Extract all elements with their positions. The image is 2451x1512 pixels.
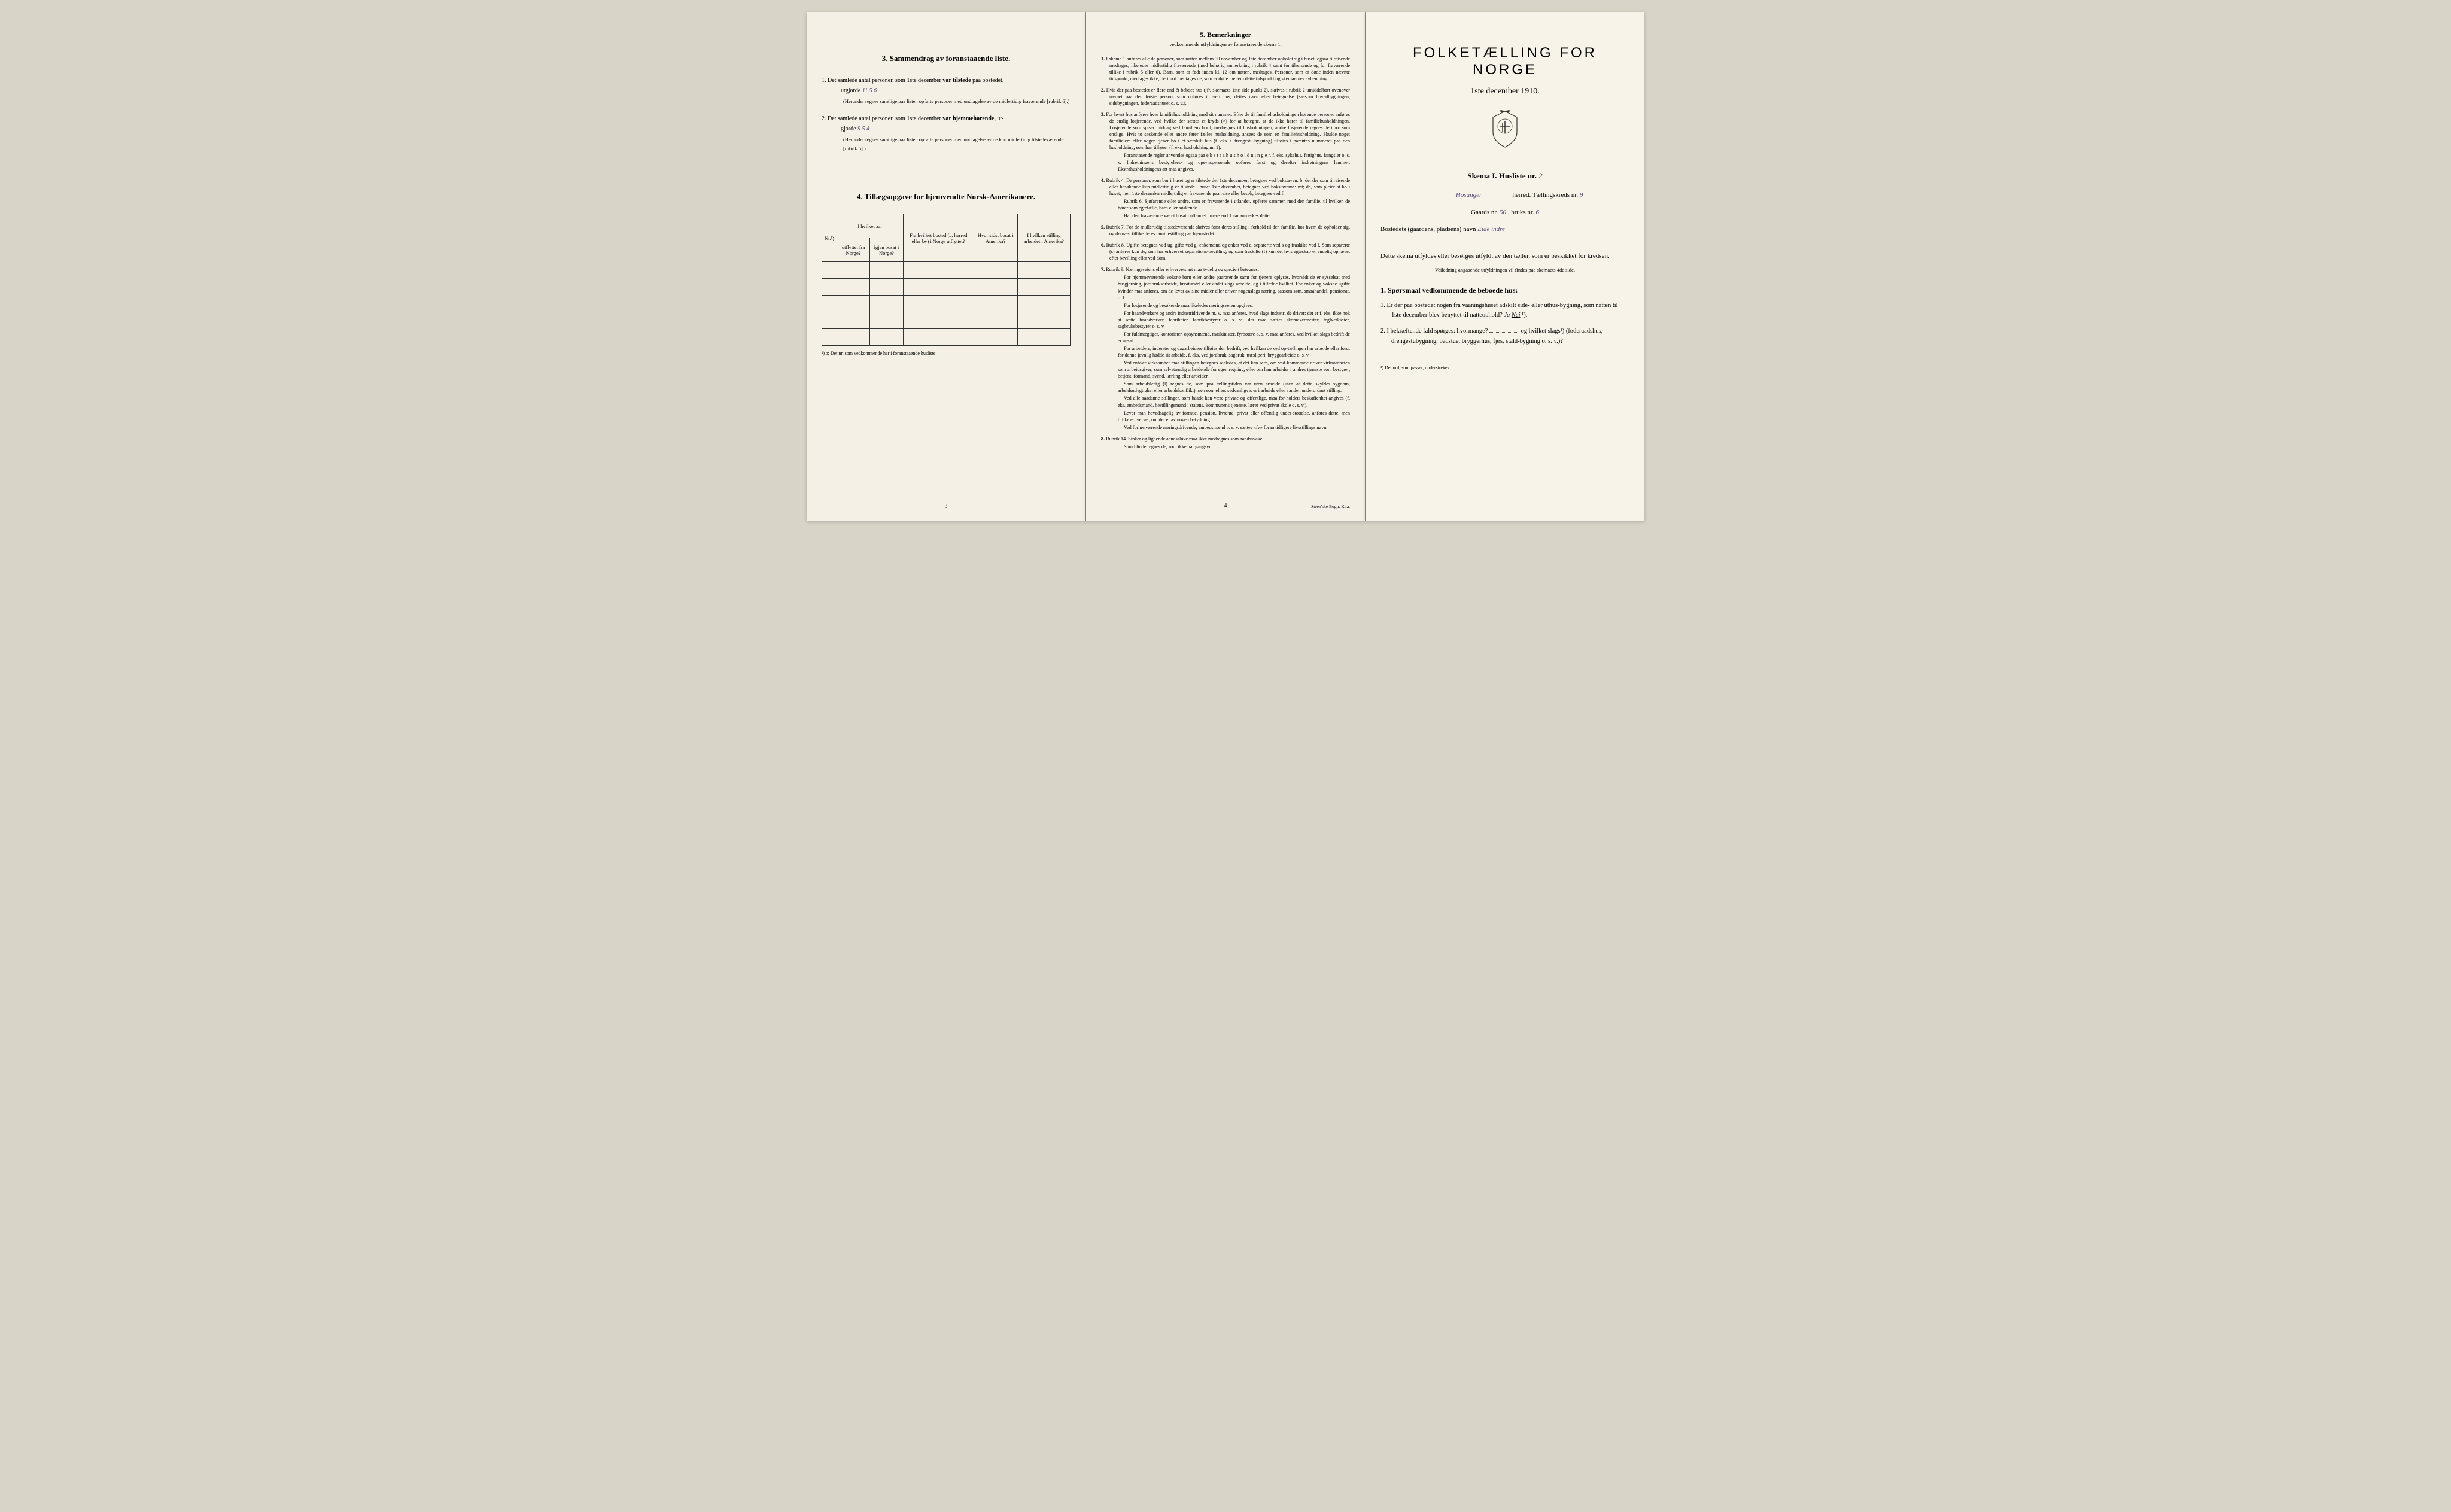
question-1: 1. Er der paa bostedet nogen fra vaaning… xyxy=(1380,301,1629,321)
section-5-title: 5. Bemerkninger xyxy=(1101,30,1350,39)
herred-line: Hosanger herred. Tællingskreds nr. 9 xyxy=(1380,191,1629,199)
section-3-title: 3. Sammendrag av foranstaaende liste. xyxy=(822,54,1071,63)
remark-item: 3. For hvert hus anføres hver familiehus… xyxy=(1101,111,1350,172)
census-document: 3. Sammendrag av foranstaaende liste. 1.… xyxy=(807,12,1644,521)
item-2-note: (Herunder regnes samtlige paa listen opf… xyxy=(831,135,1071,153)
crest-icon xyxy=(1380,108,1629,153)
page-4: 5. Bemerkninger vedkommende utfyldningen… xyxy=(1086,12,1366,521)
remarks-list: 1. I skema 1 anføres alle de personer, s… xyxy=(1101,56,1350,450)
remark-item: 8. Rubrik 14. Sinker og lignende aandssl… xyxy=(1101,436,1350,450)
question-2: 2. I bekræftende fald spørges: hvormange… xyxy=(1380,327,1629,347)
page-1-cover: FOLKETÆLLING FOR NORGE 1ste december 191… xyxy=(1366,12,1644,521)
item-1-note: (Herunder regnes samtlige paa listen opf… xyxy=(831,97,1071,105)
col-aar: I hvilket aar xyxy=(837,214,904,238)
page-number: 3 xyxy=(945,503,948,510)
item-1: 1. Det samlede antal personer, som 1ste … xyxy=(822,75,1071,105)
bruks-nr: 6 xyxy=(1535,209,1539,216)
kreds-nr: 9 xyxy=(1580,191,1583,199)
col-stilling: I hvilken stilling arbeidet i Amerika? xyxy=(1017,214,1070,262)
page-3: 3. Sammendrag av foranstaaende liste. 1.… xyxy=(807,12,1086,521)
gaards-line: Gaards nr. 50 , bruks nr. 6 xyxy=(1380,209,1629,216)
printer-mark: Steen'ske Bogtr. Kr.a. xyxy=(1311,504,1350,510)
item-2: 2. Det samlede antal personer, som 1ste … xyxy=(822,114,1071,153)
remark-item: 4. Rubrik 4. De personer, som bor i huse… xyxy=(1101,177,1350,219)
main-title: FOLKETÆLLING FOR NORGE xyxy=(1380,45,1629,78)
norsk-amerikanere-table: Nr.¹) I hvilket aar Fra hvilket bosted (… xyxy=(822,214,1071,346)
section-3-items: 1. Det samlede antal personer, som 1ste … xyxy=(822,75,1071,153)
col-utflyttet: utflyttet fra Norge? xyxy=(837,238,870,262)
bosted-line: Bostedets (gaardens, pladsens) navn Eide… xyxy=(1380,226,1629,233)
question-head: 1. Spørsmaal vedkommende de beboede hus: xyxy=(1380,286,1629,295)
subtitle: 1ste december 1910. xyxy=(1380,87,1629,96)
remark-item: 1. I skema 1 anføres alle de personer, s… xyxy=(1101,56,1350,82)
remark-item: 7. Rubrik 9. Næringsveiens eller erhverv… xyxy=(1101,266,1350,430)
table-row xyxy=(822,296,1071,312)
table-row xyxy=(822,279,1071,296)
herred-name: Hosanger xyxy=(1427,191,1511,199)
bosted-name: Eide indre xyxy=(1477,226,1573,233)
table-row xyxy=(822,312,1071,329)
section-4-title: 4. Tillægsopgave for hjemvendte Norsk-Am… xyxy=(822,192,1071,202)
section-5-subtitle: vedkommende utfyldningen av foranstaaend… xyxy=(1101,41,1350,48)
remark-item: 5. Rubrik 7. For de midlertidig tilstede… xyxy=(1101,224,1350,237)
hjemme-count: 9 5 4 xyxy=(857,126,869,132)
skema-line: Skema I. Husliste nr. 2 xyxy=(1380,171,1629,181)
col-nr: Nr.¹) xyxy=(822,214,837,262)
remark-item: 6. Rubrik 8. Ugifte betegnes ved ug, gif… xyxy=(1101,242,1350,261)
table-row xyxy=(822,262,1071,279)
question-list: 1. Er der paa bostedet nogen fra vaaning… xyxy=(1380,301,1629,347)
gaards-nr: 50 xyxy=(1500,209,1506,216)
col-bosted: Fra hvilket bosted (ɔ: herred eller by) … xyxy=(903,214,974,262)
page-number: 4 xyxy=(1224,502,1227,510)
tilstede-count: 11 5 6 xyxy=(862,87,877,94)
remark-item: 2. Hvis der paa bostedet er flere end ét… xyxy=(1101,87,1350,107)
filled-by-note: Dette skema utfyldes eller besørges utfy… xyxy=(1380,251,1629,262)
col-igjen: igjen bosat i Norge? xyxy=(870,238,904,262)
veiledning: Veiledning angaaende utfyldningen vil fi… xyxy=(1380,267,1629,273)
table-footnote: ¹) ɔ: Det nr. som vedkommende har i fora… xyxy=(822,351,1071,356)
husliste-nr: 2 xyxy=(1538,171,1543,180)
footnote: ¹) Det ord, som passer, understrekes. xyxy=(1380,365,1629,370)
table-row xyxy=(822,329,1071,346)
col-amerika: Hvor sidst bosat i Amerika? xyxy=(974,214,1017,262)
